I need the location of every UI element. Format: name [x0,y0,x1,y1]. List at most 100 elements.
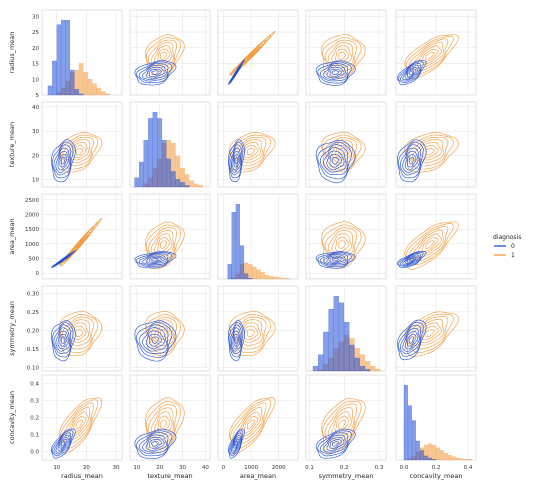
kde-contour-1 [145,401,181,450]
kde-contour-0 [227,320,245,362]
kde-contour-0 [317,252,352,268]
hist-bar-0 [364,369,371,372]
hist-bar-0 [419,450,424,461]
ylabel-area_mean: area_mean [8,218,16,254]
kde-contour-0 [60,440,66,447]
kde-contour-0 [50,428,76,459]
kde-contour-0 [60,336,66,344]
panel-symmetry_mean-vs-symmetry_mean [305,285,387,372]
kde-contour-0 [148,439,162,449]
kde-contour-0 [329,154,342,168]
hist-bar-0 [170,171,176,188]
hist-bar-0 [344,322,350,372]
panel-concavity_mean-vs-area_mean [217,374,299,461]
hist-bar-1 [198,185,203,188]
xtick-radius_mean: 10 [53,465,60,471]
kde-contour-0 [408,156,415,165]
hist-bar-0 [152,112,158,188]
kde-contour-0 [230,327,242,352]
kde-contour-1 [421,48,439,64]
hist-bar-1 [435,447,440,461]
kde-contour-0 [234,440,238,447]
kde-contour-0 [323,254,347,265]
ylabel-radius_mean: radius_mean [8,32,16,74]
kde-contour-1 [405,134,454,170]
panel-frame [305,193,387,280]
kde-contour-1 [65,406,91,440]
ytick-texture_mean: 30 [32,129,39,135]
hist-bar-0 [318,354,324,372]
kde-contour-1 [327,407,354,440]
kde-contour-0 [233,154,240,168]
kde-contour-0 [315,251,356,269]
kde-contour-1 [150,407,175,441]
kde-contour-1 [321,131,366,173]
kde-contour-1 [324,403,357,445]
kde-contour-0 [227,58,245,85]
kde-contour-0 [398,61,424,84]
kde-contour-0 [398,322,424,357]
kde-contour-0 [400,253,421,266]
hist-bar-0 [161,140,167,188]
kde-contour-1 [147,39,177,72]
kde-contour-1 [327,42,354,69]
xtick-symmetry_mean: 0.3 [375,465,384,471]
ytick-area_mean: 2000 [25,213,39,219]
kde-contours [134,310,185,362]
kde-contours [227,397,276,459]
hist-bar-1 [427,443,432,461]
kde-contours [396,311,459,361]
kde-contour-0 [319,144,349,176]
panel-frame [41,101,123,188]
kde-contour-0 [402,328,420,352]
kde-contour-1 [335,236,350,252]
ytick-area_mean: 2500 [25,198,39,204]
kde-contour-0 [145,67,165,79]
kde-contour-0 [142,65,167,81]
kde-contour-1 [72,325,87,340]
kde-contour-1 [321,397,366,454]
kde-contours [396,221,459,270]
kde-contour-0 [233,439,240,449]
kde-contour-0 [148,256,162,263]
panel-texture_mean-vs-texture_mean [129,101,211,188]
kde-contour-0 [408,257,415,262]
kde-contour-0 [404,67,419,79]
kde-contour-0 [136,61,173,84]
kde-contour-1 [150,42,175,69]
kde-contour-0 [234,156,238,165]
hist-bar-0 [148,118,153,188]
kde-contour-0 [55,147,71,173]
kde-contour-0 [142,434,167,453]
kde-contour-0 [317,430,352,457]
kde-contour-0 [136,430,173,457]
hist-bar-1 [193,183,199,188]
kde-contour-0 [151,336,159,344]
kde-contour-0 [326,66,345,79]
hist-bar-0 [328,309,334,372]
kde-contour-0 [404,331,419,350]
kde-contour-0 [55,327,71,352]
kde-contour-0 [326,437,345,451]
hist-bar-1 [87,78,93,96]
hist-bar-1 [463,459,468,461]
hist-bar-1 [455,457,460,461]
hist-bar-1 [252,266,257,280]
kde-contour-0 [134,428,177,459]
kde-contour-0 [50,320,76,362]
kde-contour-1 [145,397,185,454]
panel-symmetry_mean-vs-area_mean [217,285,299,372]
legend-title: diagnosis [493,234,521,241]
kde-contour-1 [72,145,87,158]
kde-contour-1 [147,227,177,262]
legend-label-0: 0 [511,243,515,250]
kde-contour-0 [407,68,417,77]
xtick-texture_mean: 20 [156,465,163,471]
kde-contour-1 [421,237,439,253]
hist-bar-0 [143,140,149,188]
hist-bar-0 [415,440,420,461]
kde-contour-0 [228,141,244,179]
panel-symmetry_mean-vs-texture_mean [129,285,211,372]
panel-concavity_mean-vs-concavity_mean [395,374,477,461]
kde-contour-0 [59,154,68,168]
